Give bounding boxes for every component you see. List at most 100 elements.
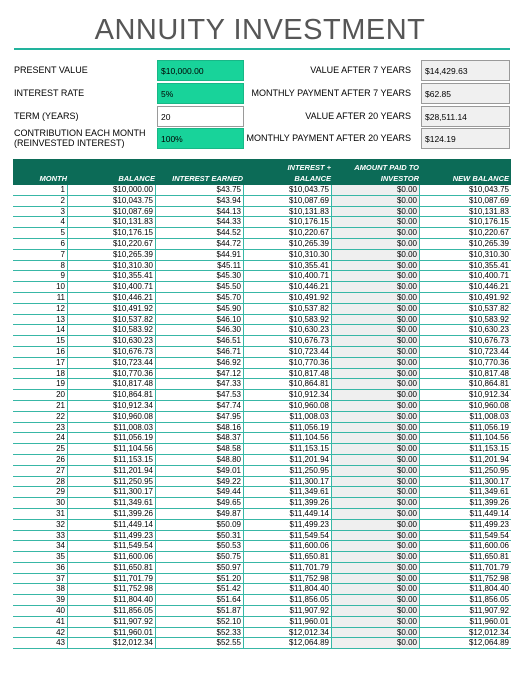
table-row: 4 $10,131.83 $44.33 $10,176.15 $0.00 $10,176.… xyxy=(13,217,511,229)
cell-balance: $10,446.21 xyxy=(67,292,155,303)
cell-interest-balance: $11,960.01 xyxy=(243,616,331,627)
cell-balance: $12,012.34 xyxy=(67,638,155,649)
cell-amount-paid: $0.00 xyxy=(331,185,419,195)
cell-balance: $11,650.81 xyxy=(67,562,155,573)
cell-interest-balance: $12,012.34 xyxy=(243,627,331,638)
cell-interest-earned: $51.64 xyxy=(155,595,243,606)
cell-month: 25 xyxy=(56,444,65,454)
cell-month: 24 xyxy=(56,433,65,443)
page-title: ANNUITY INVESTMENT xyxy=(94,14,426,46)
cell-interest-balance: $11,701.79 xyxy=(243,562,331,573)
cell-month: 6 xyxy=(60,238,65,248)
cell-balance: $11,056.19 xyxy=(67,433,155,444)
cell-balance: $11,600.06 xyxy=(67,552,155,562)
term-label: TERM (YEARS) xyxy=(14,111,79,121)
cell-month: 36 xyxy=(56,562,65,572)
cell-amount-paid: $0.00 xyxy=(331,638,419,649)
value-7-years-cell: $14,429.63 xyxy=(421,60,510,81)
cell-new-balance: $11,600.06 xyxy=(419,541,511,552)
cell-new-balance: $10,220.67 xyxy=(419,228,511,238)
cell-balance: $10,355.41 xyxy=(67,271,155,282)
table-row: 33 $11,499.23 $50.31 $11,549.54 $0.00 $11,549… xyxy=(13,530,511,542)
cell-interest-earned: $43.75 xyxy=(155,185,243,195)
table-row: 38 $11,752.98 $51.42 $11,804.40 $0.00 $11,804… xyxy=(13,584,511,596)
cell-new-balance: $10,723.44 xyxy=(419,346,511,357)
header-interest-balance-line1: INTEREST + xyxy=(287,163,331,172)
cell-interest-balance: $10,723.44 xyxy=(243,346,331,357)
term-cell[interactable]: 20 xyxy=(157,106,244,127)
cell-amount-paid: $0.00 xyxy=(331,400,419,411)
cell-month: 10 xyxy=(56,282,65,292)
cell-interest-balance: $11,549.54 xyxy=(243,530,331,541)
cell-balance: $10,043.75 xyxy=(67,195,155,206)
table-row: 10 $10,400.71 $45.50 $10,446.21 $0.00 $10,446… xyxy=(13,282,511,293)
table-row: 9 $10,355.41 $45.30 $10,400.71 $0.00 $10,400.… xyxy=(13,271,511,283)
cell-interest-balance: $11,104.56 xyxy=(243,433,331,444)
cell-amount-paid: $0.00 xyxy=(331,271,419,282)
cell-amount-paid: $0.00 xyxy=(331,228,419,238)
cell-amount-paid: $0.00 xyxy=(331,498,419,508)
cell-new-balance: $10,960.08 xyxy=(419,400,511,411)
cell-month: 5 xyxy=(60,228,65,238)
cell-new-balance: $10,630.23 xyxy=(419,325,511,336)
cell-new-balance: $11,960.01 xyxy=(419,616,511,627)
table-row: 24 $11,056.19 $48.37 $11,104.56 $0.00 $11,104… xyxy=(13,433,511,445)
cell-new-balance: $10,770.36 xyxy=(419,357,511,368)
cell-interest-earned: $47.53 xyxy=(155,390,243,400)
cell-interest-earned: $51.42 xyxy=(155,584,243,595)
cell-new-balance: $10,912.34 xyxy=(419,390,511,400)
cell-interest-earned: $49.65 xyxy=(155,498,243,508)
table-row: 37 $11,701.79 $51.20 $11,752.98 $0.00 $11,752… xyxy=(13,573,511,585)
table-row: 23 $11,008.03 $48.16 $11,056.19 $0.00 $11,056… xyxy=(13,422,511,434)
cell-interest-earned: $52.55 xyxy=(155,638,243,649)
cell-balance: $10,912.34 xyxy=(67,400,155,411)
table-row: 12 $10,491.92 $45.90 $10,537.82 $0.00 $10,537… xyxy=(13,303,511,315)
cell-interest-balance: $10,537.82 xyxy=(243,303,331,314)
cell-balance: $10,537.82 xyxy=(67,314,155,325)
table-row: 18 $10,770.36 $47.12 $10,817.48 $0.00 $10,817… xyxy=(13,368,511,380)
cell-new-balance: $10,491.92 xyxy=(419,292,511,303)
cell-month: 8 xyxy=(60,260,65,270)
cell-new-balance: $11,650.81 xyxy=(419,552,511,562)
cell-interest-balance: $10,912.34 xyxy=(243,390,331,400)
present-value-cell[interactable]: $10,000.00 xyxy=(157,60,244,81)
cell-month: 32 xyxy=(56,519,65,529)
cell-balance: $11,701.79 xyxy=(67,573,155,584)
cell-month: 2 xyxy=(60,195,65,205)
cell-interest-earned: $46.51 xyxy=(155,336,243,346)
cell-interest-balance: $10,864.81 xyxy=(243,379,331,390)
cell-balance: $10,817.48 xyxy=(67,379,155,390)
cell-balance: $10,400.71 xyxy=(67,282,155,292)
cell-month: 1 xyxy=(60,185,65,194)
cell-interest-balance: $10,817.48 xyxy=(243,368,331,379)
cell-new-balance: $11,499.23 xyxy=(419,519,511,530)
cell-new-balance: $10,310.30 xyxy=(419,249,511,260)
table-row: 19 $10,817.48 $47.33 $10,864.81 $0.00 $10,864… xyxy=(13,379,511,391)
cell-amount-paid: $0.00 xyxy=(331,552,419,562)
cell-new-balance: $10,355.41 xyxy=(419,260,511,271)
value-20-years-label: VALUE AFTER 20 YEARS xyxy=(305,111,411,121)
table-row: 11 $10,446.21 $45.70 $10,491.92 $0.00 $10,491… xyxy=(13,292,511,304)
cell-amount-paid: $0.00 xyxy=(331,260,419,271)
cell-balance: $10,960.08 xyxy=(67,411,155,422)
cell-new-balance: $10,043.75 xyxy=(419,185,511,195)
cell-interest-balance: $11,250.95 xyxy=(243,465,331,476)
cell-interest-balance: $11,856.05 xyxy=(243,595,331,606)
contribution-cell[interactable]: 100% xyxy=(157,128,244,149)
cell-balance: $10,770.36 xyxy=(67,368,155,379)
cell-interest-earned: $46.10 xyxy=(155,314,243,325)
cell-amount-paid: $0.00 xyxy=(331,508,419,519)
cell-amount-paid: $0.00 xyxy=(331,595,419,606)
cell-month: 34 xyxy=(56,541,65,551)
table-row: 31 $11,399.26 $49.87 $11,449.14 $0.00 $11,449… xyxy=(13,508,511,520)
cell-balance: $10,864.81 xyxy=(67,390,155,400)
cell-balance: $11,153.15 xyxy=(67,454,155,465)
interest-rate-cell[interactable]: 5% xyxy=(157,83,244,104)
table-row: 6 $10,220.67 $44.72 $10,265.39 $0.00 $10,265.… xyxy=(13,238,511,250)
cell-new-balance: $11,104.56 xyxy=(419,433,511,444)
cell-month: 37 xyxy=(56,573,65,583)
cell-month: 26 xyxy=(56,454,65,464)
cell-interest-balance: $11,056.19 xyxy=(243,422,331,433)
cell-month: 43 xyxy=(56,638,65,648)
cell-amount-paid: $0.00 xyxy=(331,562,419,573)
